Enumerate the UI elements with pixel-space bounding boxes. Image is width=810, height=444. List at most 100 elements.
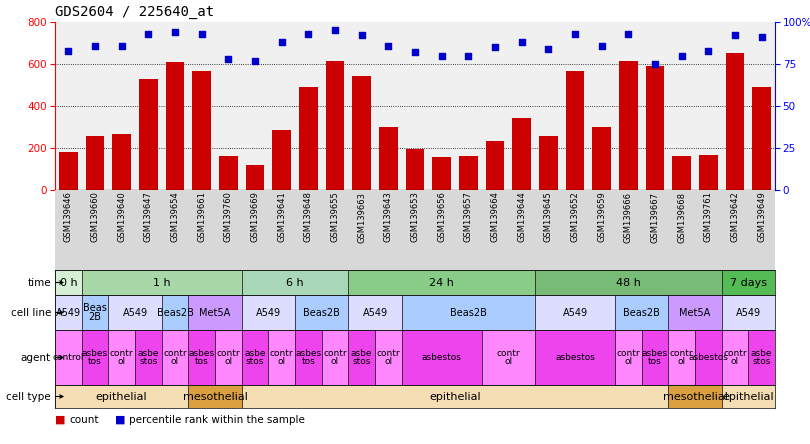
Bar [326, 61, 344, 190]
Text: contr
ol: contr ol [270, 349, 293, 366]
Bar [348, 295, 402, 330]
Bar [109, 295, 162, 330]
Text: GSM139667: GSM139667 [650, 192, 659, 242]
Bar [189, 330, 215, 385]
Point [408, 49, 421, 56]
Bar [59, 152, 78, 190]
Bar [722, 385, 775, 408]
Bar [695, 330, 722, 385]
Bar [241, 270, 348, 295]
Point [195, 30, 208, 37]
Text: GSM139659: GSM139659 [597, 192, 606, 242]
Text: 24 h: 24 h [429, 278, 454, 288]
Bar [726, 53, 744, 190]
Bar [722, 270, 775, 295]
Text: 7 days: 7 days [730, 278, 767, 288]
Text: GSM139664: GSM139664 [491, 192, 500, 242]
Text: asbe
stos: asbe stos [751, 349, 773, 366]
Text: contr
ol: contr ol [723, 349, 747, 366]
Point [435, 52, 448, 59]
Bar [189, 385, 241, 408]
Text: asbes
tos: asbes tos [82, 349, 108, 366]
Bar [162, 330, 189, 385]
Text: Beas2B: Beas2B [156, 308, 194, 317]
Text: asbe
stos: asbe stos [245, 349, 266, 366]
Bar [241, 295, 295, 330]
Bar [348, 330, 375, 385]
Bar [615, 330, 642, 385]
Point [701, 47, 714, 54]
Text: asbes
tos: asbes tos [296, 349, 322, 366]
Text: epithelial: epithelial [723, 392, 774, 401]
Text: GDS2604 / 225640_at: GDS2604 / 225640_at [55, 5, 214, 19]
Bar [592, 127, 611, 190]
Text: A549: A549 [735, 308, 761, 317]
Text: GSM139657: GSM139657 [464, 192, 473, 242]
Text: epithelial: epithelial [96, 392, 147, 401]
Text: asbestos: asbestos [422, 353, 462, 362]
Bar [139, 79, 158, 190]
Point [115, 42, 128, 49]
Text: GSM139666: GSM139666 [624, 192, 633, 242]
Point [275, 39, 288, 46]
Text: Beas2B: Beas2B [303, 308, 340, 317]
Text: asbes
tos: asbes tos [642, 349, 668, 366]
Point [755, 34, 768, 41]
Bar [379, 127, 398, 190]
Text: percentile rank within the sample: percentile rank within the sample [129, 415, 305, 425]
Bar [642, 330, 668, 385]
Point [356, 32, 369, 39]
Point [62, 47, 75, 54]
Bar [55, 385, 189, 408]
Bar [486, 141, 505, 190]
Bar [192, 71, 211, 190]
Bar [55, 270, 82, 295]
Text: GSM139656: GSM139656 [437, 192, 446, 242]
Text: asbe
stos: asbe stos [138, 349, 159, 366]
Text: GSM139649: GSM139649 [757, 192, 766, 242]
Point [302, 30, 315, 37]
Point [515, 39, 528, 46]
Bar [113, 135, 131, 190]
Text: GSM139663: GSM139663 [357, 192, 366, 242]
Bar [215, 330, 241, 385]
Bar [82, 270, 241, 295]
Bar [352, 75, 371, 190]
Point [595, 42, 608, 49]
Bar [241, 330, 268, 385]
Bar [722, 295, 775, 330]
Point [222, 56, 235, 63]
Bar [82, 330, 109, 385]
Point [168, 28, 181, 36]
Bar [295, 295, 348, 330]
Text: count: count [69, 415, 99, 425]
Bar [646, 66, 664, 190]
Bar [513, 118, 531, 190]
Text: GSM139653: GSM139653 [411, 192, 420, 242]
Text: asbestos: asbestos [688, 353, 728, 362]
Text: cell type: cell type [6, 392, 51, 401]
Text: GSM139645: GSM139645 [544, 192, 553, 242]
Bar [619, 61, 637, 190]
Text: contr
ol: contr ol [110, 349, 134, 366]
Bar [219, 156, 237, 190]
Text: asbe
stos: asbe stos [351, 349, 373, 366]
Point [329, 27, 342, 34]
Text: contr
ol: contr ol [377, 349, 400, 366]
Text: asbestos: asbestos [555, 353, 595, 362]
Text: 0 h: 0 h [59, 278, 77, 288]
Text: A549: A549 [122, 308, 147, 317]
Text: A549: A549 [256, 308, 281, 317]
Text: contr
ol: contr ol [670, 349, 693, 366]
Point [382, 42, 394, 49]
Text: GSM139642: GSM139642 [731, 192, 740, 242]
Bar [699, 155, 718, 190]
Bar [672, 156, 691, 190]
Bar [615, 295, 668, 330]
Text: Beas2B: Beas2B [623, 308, 660, 317]
Text: 1 h: 1 h [153, 278, 170, 288]
Bar [752, 87, 771, 190]
Text: GSM139760: GSM139760 [224, 192, 232, 242]
Text: GSM139660: GSM139660 [91, 192, 100, 242]
Bar [295, 330, 322, 385]
